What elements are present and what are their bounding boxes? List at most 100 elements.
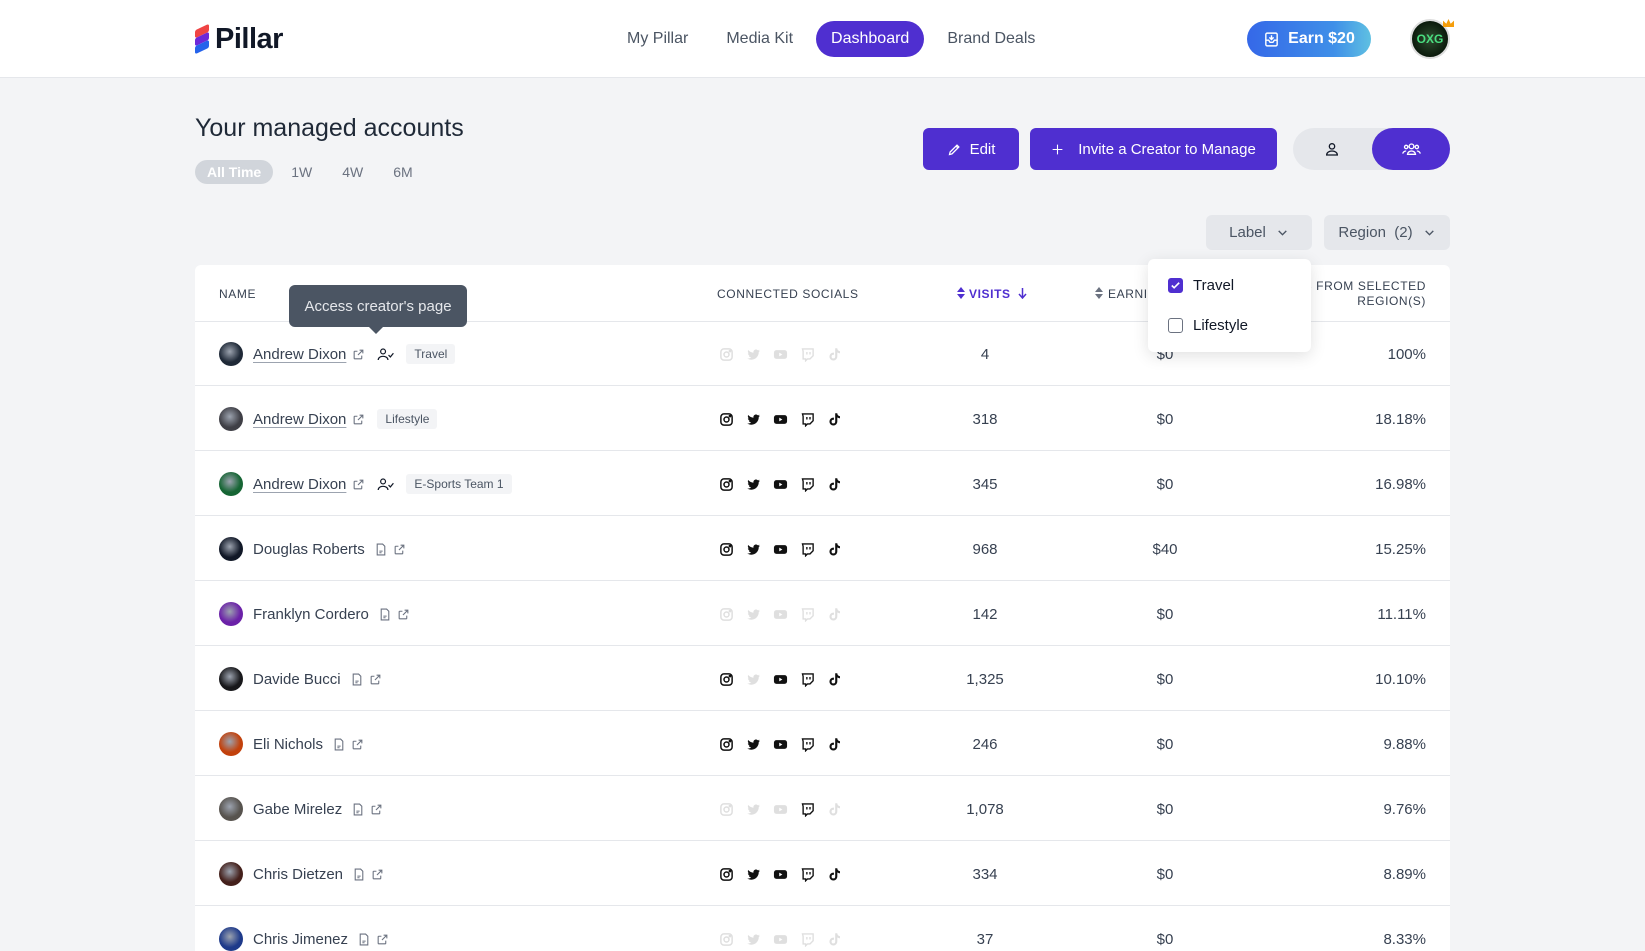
external-link-icon[interactable]	[351, 738, 364, 751]
youtube-icon[interactable]	[772, 411, 788, 427]
table-row[interactable]: Douglas Roberts 968 $40 15.25%	[195, 517, 1450, 581]
nav-brand-deals[interactable]: Brand Deals	[947, 30, 1036, 47]
creator-avatar[interactable]	[219, 472, 243, 496]
table-row[interactable]: Andrew Dixon E-Sports Team 1 345 $0 16.98%	[195, 452, 1450, 516]
creator-avatar[interactable]	[219, 537, 243, 561]
twitter-icon[interactable]	[745, 541, 761, 557]
creator-avatar[interactable]	[219, 862, 243, 886]
document-icon[interactable]	[379, 608, 391, 621]
twitch-icon[interactable]	[799, 801, 815, 817]
creator-avatar[interactable]	[219, 342, 243, 366]
twitch-icon[interactable]	[799, 411, 815, 427]
external-link-icon[interactable]	[370, 803, 383, 816]
creator-name[interactable]: Chris Jimenez	[253, 930, 349, 948]
twitter-icon[interactable]	[745, 411, 761, 427]
table-row[interactable]: Andrew Dixon Lifestyle 318 $0 18.18%	[195, 387, 1450, 451]
external-link-icon[interactable]	[397, 608, 410, 621]
instagram-icon[interactable]	[718, 736, 734, 752]
creator-name[interactable]: Franklyn Cordero	[253, 605, 369, 623]
manage-creator-icon[interactable]	[377, 347, 395, 362]
youtube-icon[interactable]	[772, 736, 788, 752]
creator-name[interactable]: Andrew Dixon	[253, 475, 347, 493]
edit-button[interactable]: Edit	[923, 128, 1019, 170]
label-filter-dropdown[interactable]: Label	[1206, 215, 1312, 250]
column-region-visits[interactable]: S FROM SELECTED REGION(S)	[1303, 279, 1426, 308]
checkbox-unchecked[interactable]	[1168, 317, 1183, 333]
checkbox-checked[interactable]	[1168, 277, 1183, 293]
label-option-travel[interactable]: Travel	[1168, 275, 1234, 295]
tiktok-icon[interactable]	[826, 476, 842, 492]
twitch-icon[interactable]	[799, 476, 815, 492]
creator-name[interactable]: Gabe Mirelez	[253, 800, 343, 818]
instagram-icon[interactable]	[718, 671, 734, 687]
youtube-icon[interactable]	[772, 866, 788, 882]
column-visits[interactable]: VISITS	[957, 287, 1027, 301]
creator-avatar[interactable]	[219, 602, 243, 626]
table-row[interactable]: Chris Jimenez 37 $0 8.33%	[195, 907, 1450, 951]
creator-avatar[interactable]	[219, 797, 243, 821]
time-filter-4w[interactable]: 4W	[342, 164, 364, 180]
external-link-icon[interactable]	[352, 348, 365, 361]
instagram-icon[interactable]	[718, 411, 734, 427]
youtube-icon[interactable]	[772, 541, 788, 557]
tiktok-icon[interactable]	[826, 671, 842, 687]
document-icon[interactable]	[353, 868, 365, 881]
document-icon[interactable]	[352, 803, 364, 816]
tiktok-icon[interactable]	[826, 736, 842, 752]
region-filter-dropdown[interactable]: Region (2)	[1324, 215, 1450, 250]
creator-name[interactable]: Douglas Roberts	[253, 540, 365, 558]
external-link-icon[interactable]	[369, 673, 382, 686]
twitch-icon[interactable]	[799, 541, 815, 557]
nav-dashboard[interactable]: Dashboard	[816, 21, 925, 57]
table-row[interactable]: Franklyn Cordero 142 $0 11.11%	[195, 582, 1450, 646]
creator-name[interactable]: Davide Bucci	[253, 670, 341, 688]
document-icon[interactable]	[358, 933, 370, 946]
pillar-logo[interactable]: Pillar	[195, 22, 283, 56]
manage-creator-icon[interactable]	[377, 477, 395, 492]
twitter-icon[interactable]	[745, 736, 761, 752]
instagram-icon[interactable]	[718, 866, 734, 882]
twitch-icon[interactable]	[799, 736, 815, 752]
creator-avatar[interactable]	[219, 407, 243, 431]
creator-name[interactable]: Andrew Dixon	[253, 410, 347, 428]
external-link-icon[interactable]	[393, 543, 406, 556]
creator-name[interactable]: Eli Nichols	[253, 735, 324, 753]
group-view-button[interactable]	[1372, 128, 1450, 170]
table-row[interactable]: Andrew Dixon Travel 4 $0 100%	[195, 322, 1450, 386]
creator-avatar[interactable]	[219, 667, 243, 691]
external-link-icon[interactable]	[376, 933, 389, 946]
table-row[interactable]: Eli Nichols 246 $0 9.88%	[195, 712, 1450, 776]
invite-creator-button[interactable]: Invite a Creator to Manage	[1030, 128, 1277, 170]
tiktok-icon[interactable]	[826, 866, 842, 882]
nav-my-pillar[interactable]: My Pillar	[627, 30, 689, 47]
youtube-icon[interactable]	[772, 476, 788, 492]
creator-name[interactable]: Chris Dietzen	[253, 865, 344, 883]
tiktok-icon[interactable]	[826, 541, 842, 557]
time-filter-6m[interactable]: 6M	[393, 164, 413, 180]
earn-button[interactable]: Earn $20	[1247, 21, 1371, 57]
twitch-icon[interactable]	[799, 671, 815, 687]
table-row[interactable]: Gabe Mirelez 1,078 $0 9.76%	[195, 777, 1450, 841]
youtube-icon[interactable]	[772, 671, 788, 687]
creator-avatar[interactable]	[219, 927, 243, 951]
document-icon[interactable]	[351, 673, 363, 686]
external-link-icon[interactable]	[352, 478, 365, 491]
time-filter-1w[interactable]: 1W	[291, 164, 313, 180]
time-filter-all-time[interactable]: All Time	[195, 160, 274, 184]
table-row[interactable]: Davide Bucci 1,325 $0 10.10%	[195, 647, 1450, 711]
external-link-icon[interactable]	[371, 868, 384, 881]
instagram-icon[interactable]	[718, 541, 734, 557]
twitter-icon[interactable]	[745, 866, 761, 882]
profile-avatar[interactable]: OXG	[1410, 19, 1450, 59]
creator-name[interactable]: Andrew Dixon	[253, 345, 347, 363]
nav-media-kit[interactable]: Media Kit	[726, 30, 794, 47]
twitter-icon[interactable]	[745, 476, 761, 492]
single-view-button[interactable]	[1293, 128, 1371, 170]
document-icon[interactable]	[333, 738, 345, 751]
twitch-icon[interactable]	[799, 866, 815, 882]
column-name[interactable]: NAME	[219, 287, 257, 301]
external-link-icon[interactable]	[352, 413, 365, 426]
creator-avatar[interactable]	[219, 732, 243, 756]
instagram-icon[interactable]	[718, 476, 734, 492]
document-icon[interactable]	[375, 543, 387, 556]
